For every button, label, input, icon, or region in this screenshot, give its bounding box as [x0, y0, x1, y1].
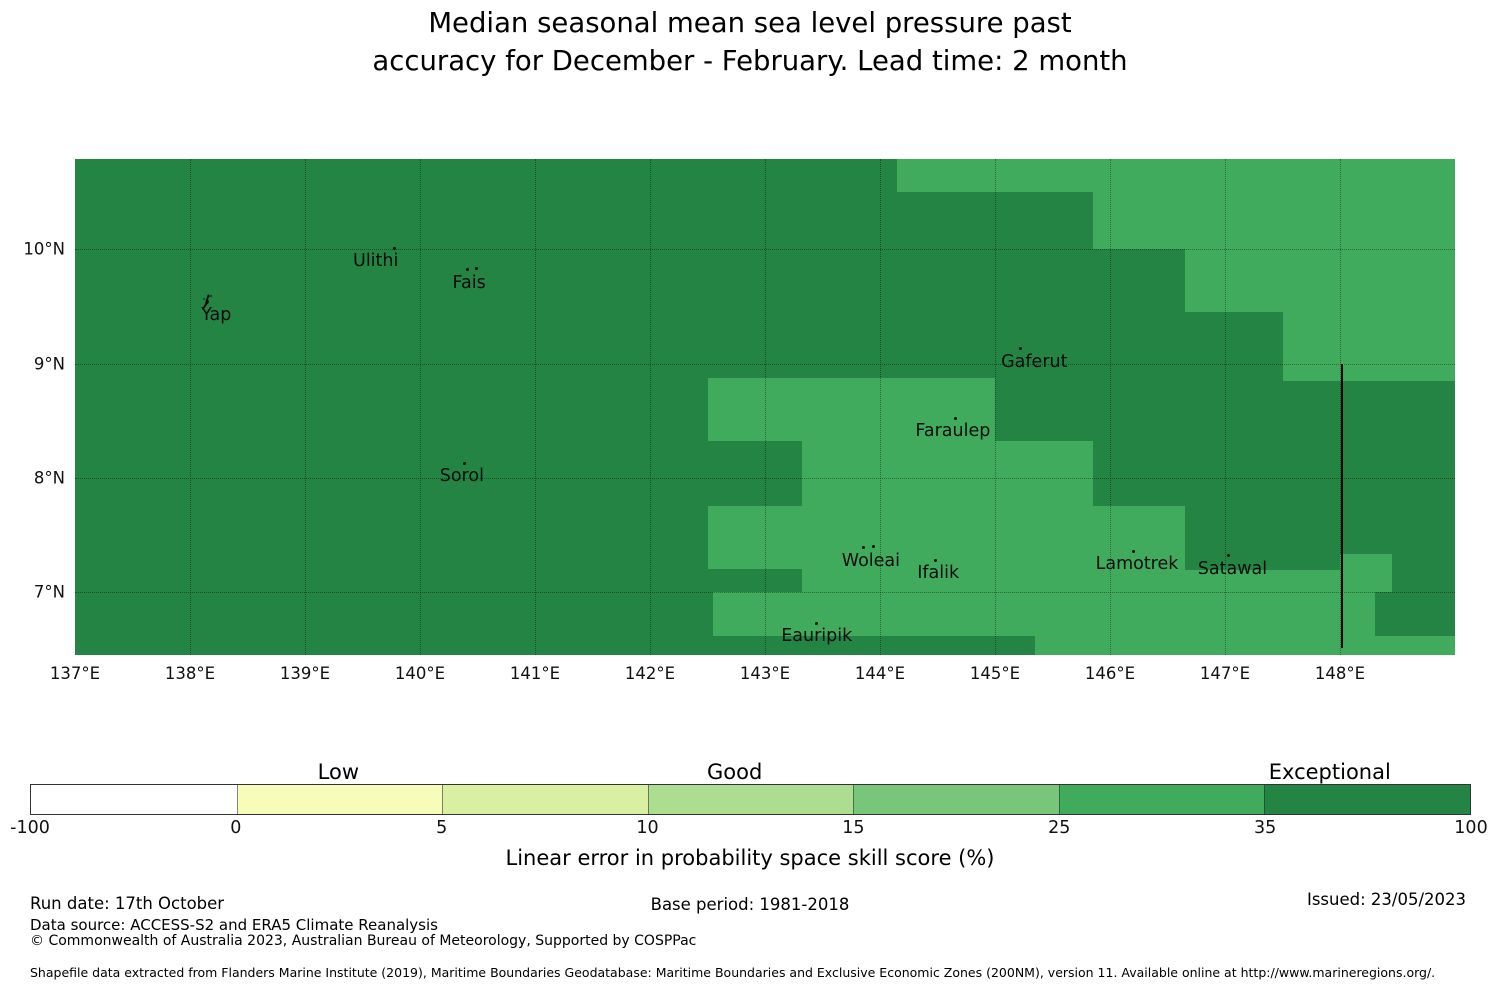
- island-marker-dot: [475, 267, 479, 271]
- colorbar-tier-label: Exceptional: [1268, 760, 1391, 784]
- x-tick-label: 139°E: [279, 664, 331, 683]
- island-marker-dot: [871, 545, 875, 549]
- map-cell-skill-25-35: [897, 159, 1455, 193]
- x-tick-label: 140°E: [394, 664, 446, 683]
- map-cell-skill-25-35: [707, 506, 1093, 570]
- y-tick-label: 9°N: [33, 354, 65, 374]
- eez-boundary-line: [1341, 363, 1344, 649]
- island-marker-dot: [465, 268, 469, 272]
- map-cell-skill-25-35: [1184, 249, 1455, 313]
- map-cell-skill-25-35: [1282, 312, 1455, 381]
- island-marker-dot: [862, 546, 866, 550]
- island-label: Ulithi: [353, 251, 399, 272]
- x-tick-label: 145°E: [969, 664, 1021, 683]
- colorbar-axis-label: Linear error in probability space skill …: [505, 846, 995, 870]
- graticule-lon-line: [190, 159, 191, 655]
- colorbar-tick-label: 25: [1048, 818, 1071, 838]
- island-label: Satawal: [1197, 558, 1268, 579]
- map-cell-skill-25-35: [801, 569, 1185, 636]
- x-tick-label: 146°E: [1084, 664, 1136, 683]
- map-cell-skill-25-35: [1035, 635, 1455, 655]
- map-cell-skill-25-35: [713, 592, 802, 636]
- graticule-lon-line: [995, 159, 996, 655]
- island-marker-dot: [393, 246, 397, 250]
- colorbar-tick-label: -100: [10, 818, 50, 838]
- x-tick-label: 142°E: [624, 664, 676, 683]
- colorbar-tick-label: 15: [842, 818, 865, 838]
- chart-title-line2: accuracy for December - February. Lead t…: [372, 45, 1128, 77]
- map-cell-skill-25-35: [1092, 192, 1455, 250]
- colorbar: [30, 784, 1471, 815]
- x-tick-label: 141°E: [509, 664, 561, 683]
- graticule-lat-line: [75, 592, 1455, 594]
- colorbar-tick-label: 0: [230, 818, 242, 838]
- colorbar-tick-label: 5: [436, 818, 448, 838]
- footer-copyright: © Commonwealth of Australia 2023, Austra…: [30, 933, 697, 949]
- graticule-lon-line: [420, 159, 421, 655]
- colorbar-segment: [647, 785, 854, 814]
- colorbar-tier-label: Low: [317, 760, 360, 784]
- island-label: Faraulep: [915, 421, 991, 442]
- x-tick-label: 144°E: [854, 664, 906, 683]
- colorbar-tick-label: 10: [636, 818, 659, 838]
- graticule-lat-line: [75, 363, 1455, 365]
- island-marker-dot: [1018, 347, 1022, 351]
- footer-shapefile-note: Shapefile data extracted from Flanders M…: [30, 965, 1436, 980]
- chart-title-line1: Median seasonal mean sea level pressure …: [428, 7, 1072, 39]
- island-marker-dot: [463, 461, 467, 465]
- island-label: Fais: [452, 272, 486, 293]
- map-cell-skill-25-35: [1092, 506, 1185, 570]
- y-tick-label: 10°N: [23, 239, 65, 259]
- colorbar-segment: [236, 785, 443, 814]
- graticule-lon-line: [650, 159, 651, 655]
- map-cell-skill-25-35: [707, 378, 995, 442]
- x-tick-label: 147°E: [1199, 664, 1251, 683]
- map-plot-area: Yap Ulithi Fais Sorol Gaferut Faraulep Woleai I…: [75, 159, 1455, 655]
- graticule-lon-line: [1340, 159, 1341, 655]
- graticule-lon-line: [880, 159, 881, 655]
- colorbar-tick-label: 35: [1254, 818, 1277, 838]
- footer-run-date: Run date: 17th October: [30, 894, 225, 913]
- footer-issued-date: Issued: 23/05/2023: [1306, 890, 1466, 909]
- x-tick-label: 137°E: [49, 664, 101, 683]
- island-marker-dot: [1131, 549, 1135, 553]
- y-tick-label: 7°N: [33, 582, 65, 602]
- x-tick-label: 143°E: [739, 664, 791, 683]
- graticule-lon-line: [535, 159, 536, 655]
- graticule-lon-line: [765, 159, 766, 655]
- footer-data-source: Data source: ACCESS-S2 and ERA5 Climate …: [30, 916, 438, 934]
- graticule-lon-line: [1225, 159, 1226, 655]
- island-marker-dot: [933, 558, 937, 562]
- colorbar-tick-label: 100: [1454, 818, 1488, 838]
- graticule-lat-line: [75, 477, 1455, 479]
- x-tick-label: 148°E: [1314, 664, 1366, 683]
- island-label: Yap: [201, 304, 232, 325]
- footer-base-period: Base period: 1981-2018: [650, 895, 850, 914]
- graticule-lon-line: [1110, 159, 1111, 655]
- colorbar-segment: [1058, 785, 1265, 814]
- island-marker-dot: [815, 621, 819, 625]
- island-marker-dot: [1226, 554, 1230, 558]
- graticule-lon-line: [305, 159, 306, 655]
- island-marker-dot: [954, 416, 958, 420]
- colorbar-segment: [853, 785, 1059, 814]
- island-label: Lamotrek: [1095, 554, 1179, 574]
- colorbar-segment: [1264, 785, 1470, 814]
- colorbar-segment: [31, 785, 237, 814]
- chart-title: Median seasonal mean sea level pressure …: [0, 4, 1500, 80]
- island-label: Woleai: [841, 550, 900, 571]
- colorbar-tier-label: Good: [706, 760, 763, 784]
- graticule-lat-line: [75, 249, 1455, 251]
- island-label: Sorol: [439, 466, 484, 486]
- island-outline-yap: [202, 293, 213, 310]
- map-cell-skill-25-35: [801, 441, 1093, 507]
- island-label: Eauripik: [781, 626, 853, 646]
- x-tick-label: 138°E: [164, 664, 216, 683]
- map-cell-skill-25-35: [1340, 554, 1392, 593]
- y-tick-label: 8°N: [33, 468, 65, 488]
- colorbar-segment: [442, 785, 648, 814]
- island-label: Gaferut: [1001, 351, 1068, 372]
- island-label: Ifalik: [917, 563, 960, 584]
